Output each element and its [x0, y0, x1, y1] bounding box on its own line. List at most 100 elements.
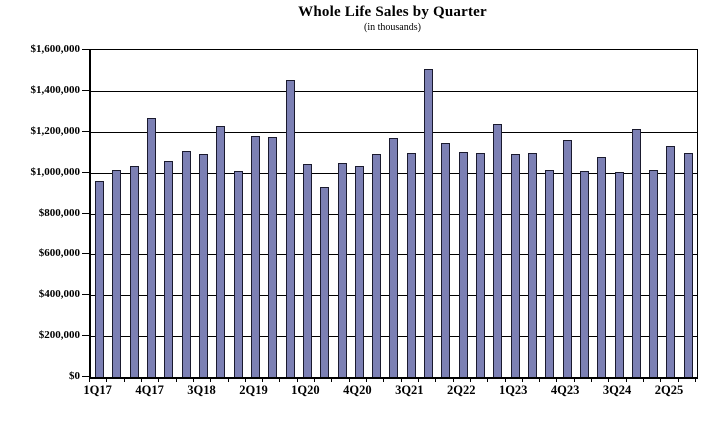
x-tick-label: 4Q17: [135, 383, 164, 397]
bar-slot: [489, 50, 506, 377]
x-tick-label: 3Q24: [602, 383, 632, 397]
x-tick-mark: [523, 377, 541, 382]
bar-slot: [108, 50, 125, 377]
bar-slot: [437, 50, 454, 377]
bar-4Q20: [354, 165, 364, 377]
y-tick-mark: [82, 213, 89, 214]
x-tick-mark: [575, 377, 593, 382]
y-tick-mark: [82, 376, 89, 377]
x-tick-label: 1Q23: [498, 383, 528, 397]
x-tick-label: 1Q20: [291, 383, 320, 397]
bar-slot: [281, 50, 298, 377]
bar-slot: [403, 50, 420, 377]
bar-slot: [351, 50, 368, 377]
x-tick-mark: [125, 377, 142, 382]
x-tick-label: 3Q21: [395, 383, 424, 397]
x-tick-mark: [350, 377, 367, 382]
bar-2Q23: [527, 153, 537, 377]
bar-2Q17: [112, 169, 122, 377]
bar-1Q24: [579, 170, 589, 377]
bar-3Q18: [199, 153, 209, 377]
bar-slot: [541, 50, 558, 377]
bar-slot: [558, 50, 575, 377]
bar-slot: [628, 50, 645, 377]
x-tick-label: 3Q18: [187, 383, 216, 397]
x-tick-mark: [454, 377, 471, 382]
x-tick-mark: [107, 377, 125, 382]
bar-4Q22: [493, 124, 503, 377]
bar-1Q21: [372, 154, 382, 377]
x-tick-mark: [488, 377, 506, 382]
y-tick-label: $800,000: [38, 206, 80, 219]
bar-1Q20: [302, 164, 312, 377]
bar-3Q24: [614, 171, 624, 377]
gridline: [91, 90, 697, 92]
y-tick-mark: [82, 172, 89, 173]
x-tick-mark: [419, 377, 437, 382]
bar-slot: [645, 50, 662, 377]
y-tick-mark: [82, 90, 89, 91]
bar-1Q23: [510, 154, 520, 377]
x-tick-mark: [402, 377, 419, 382]
bar-3Q25: [683, 153, 693, 377]
x-tick-mark: [90, 377, 108, 382]
bar-slot: [212, 50, 229, 377]
bar-3Q19: [268, 137, 278, 377]
bar-1Q22: [441, 143, 451, 377]
x-tick-mark: [263, 377, 281, 382]
bar-slot: [576, 50, 593, 377]
x-tick-mark: [280, 377, 298, 382]
bar-slot: [593, 50, 610, 377]
bar-2Q24: [597, 157, 607, 377]
bar-2Q21: [389, 137, 399, 377]
x-tick-mark: [194, 377, 212, 382]
bar-1Q19: [233, 171, 243, 377]
x-tick-label: 2Q22: [447, 383, 476, 397]
bar-slot: [680, 50, 697, 377]
y-tick-label: $0: [69, 370, 80, 382]
bar-1Q17: [95, 181, 105, 377]
x-tick-mark: [332, 377, 350, 382]
x-tick-mark: [471, 377, 489, 382]
bar-4Q18: [216, 126, 226, 377]
x-tick-mark: [557, 377, 575, 382]
bar-slot: [524, 50, 541, 377]
bar-slot: [662, 50, 679, 377]
bar-2Q20: [320, 186, 330, 377]
bar-2Q22: [458, 152, 468, 377]
bar-slot: [264, 50, 281, 377]
x-tick-label: 2Q19: [239, 383, 268, 397]
bar-slot: [610, 50, 627, 377]
x-tick-mark: [159, 377, 177, 382]
bar-3Q17: [129, 165, 139, 377]
x-tick-mark: [679, 377, 696, 382]
bar-2Q19: [250, 136, 260, 377]
bar-slot: [333, 50, 350, 377]
bar-1Q18: [164, 161, 174, 377]
bar-3Q20: [337, 162, 347, 377]
y-tick-label: $1,200,000: [30, 124, 81, 137]
y-tick-label: $1,400,000: [30, 83, 81, 96]
x-tick-mark: [367, 377, 385, 382]
x-tick-mark: [229, 377, 246, 382]
bar-4Q19: [285, 79, 295, 377]
bar-series: [91, 50, 697, 377]
y-tick-label: $400,000: [38, 288, 80, 301]
bar-4Q23: [562, 140, 572, 377]
plot-area: [89, 49, 698, 379]
bar-slot: [143, 50, 160, 377]
x-tick-mark: [436, 377, 454, 382]
x-tick-label: 4Q23: [550, 383, 580, 397]
bar-slot: [420, 50, 437, 377]
x-tick-label: 4Q20: [343, 383, 372, 397]
gridline: [91, 131, 697, 133]
bar-4Q17: [147, 117, 157, 377]
bar-slot: [91, 50, 108, 377]
bar-slot: [368, 50, 385, 377]
y-tick-mark: [82, 131, 89, 132]
bar-3Q22: [476, 152, 486, 377]
y-tick-mark: [82, 294, 89, 295]
x-tick-mark: [661, 377, 679, 382]
bar-slot: [507, 50, 524, 377]
